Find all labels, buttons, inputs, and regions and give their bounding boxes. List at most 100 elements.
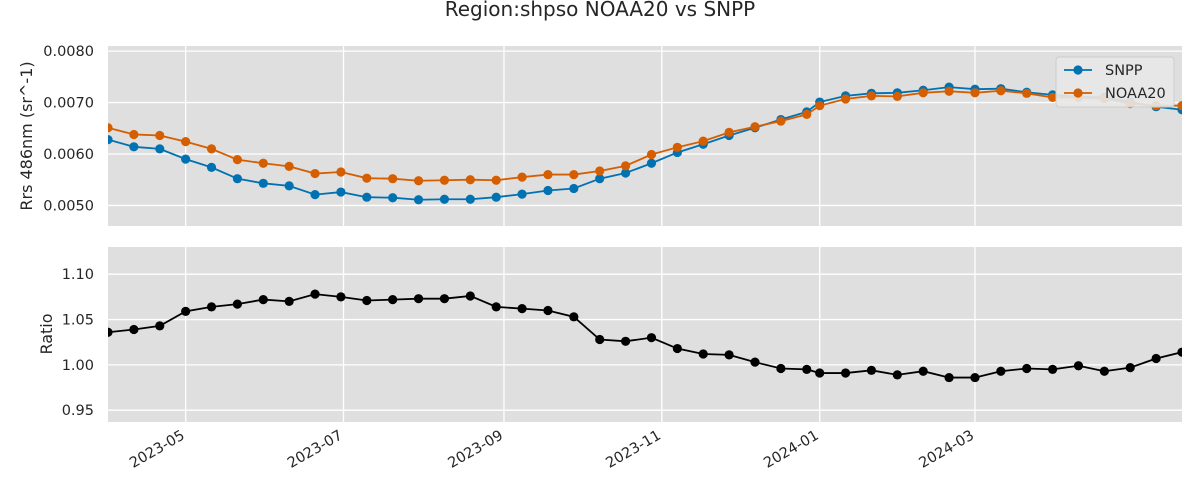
ratio-series-point (336, 292, 346, 302)
noaa20-series-point (776, 116, 786, 126)
ratio-series-point (0, 325, 5, 334)
snpp-series-point (0, 132, 5, 141)
ratio-series-point (595, 334, 605, 345)
noaa20-series-point (1022, 88, 1032, 98)
legend-swatch-marker (1073, 65, 1083, 75)
ratio-series-point (892, 370, 902, 380)
snpp-series-point (0, 142, 5, 151)
noaa20-series-point (1177, 101, 1182, 111)
ratio-series-point (465, 291, 475, 301)
ratio-y-tick-label: 0.95 (62, 403, 94, 419)
snpp-series-point (108, 135, 113, 145)
snpp-series-point (646, 158, 657, 168)
rrs-panel: 0.0050 0.0060 0.0070 0.0080 Rrs 486nm (sr^-1… (0, 44, 1182, 226)
noaa20-series-point (413, 176, 424, 186)
ratio-series-point (413, 294, 424, 304)
x-axis: 2023-05 2023-07 2023-09 2023-11 2024-01 2024-… (127, 428, 977, 472)
ratio-series-point (181, 306, 191, 316)
legend-swatch-marker (1073, 88, 1083, 98)
snpp-series-point (0, 147, 5, 156)
snpp-series-point (569, 183, 579, 194)
snpp-series-point (129, 142, 139, 152)
snpp-series-point (491, 192, 501, 202)
noaa20-series-point (1048, 92, 1058, 103)
ratio-series-point (1099, 366, 1109, 376)
ratio-series-point (206, 302, 217, 312)
ratio-series-point (388, 294, 398, 305)
noaa20-series-point (362, 173, 372, 183)
ratio-series-point (996, 366, 1006, 376)
ratio-series-point (258, 294, 268, 305)
ratio-series-point (569, 312, 579, 322)
noaa20-series-point (465, 175, 475, 185)
noaa20-series-point (336, 167, 346, 177)
noaa20-series-point (698, 136, 708, 146)
ratio-series-point (866, 365, 877, 375)
ratio-series-point (310, 289, 320, 299)
ratio-series-point (155, 321, 165, 331)
snpp-series-point (206, 162, 217, 172)
x-tick-label: 2024-03 (916, 428, 976, 472)
noaa20-series-point (970, 88, 980, 98)
ratio-series-point (646, 333, 657, 343)
noaa20-series-point (439, 175, 450, 185)
x-tick-label: 2023-11 (603, 428, 663, 472)
snpp-series-point (310, 190, 320, 200)
ratio-series-point (620, 336, 631, 346)
noaa20-series-point (258, 158, 268, 168)
noaa20-series-point (840, 94, 851, 104)
ratio-series-point (944, 372, 954, 383)
ratio-series-point (1022, 363, 1032, 374)
ratio-series-point (750, 357, 760, 367)
noaa20-series-point (918, 88, 928, 98)
noaa20-series-point (996, 86, 1006, 96)
rrs-legend: SNPP NOAA20 (1055, 56, 1175, 108)
snpp-series-point (284, 181, 294, 191)
noaa20-series-point (0, 111, 5, 120)
snpp-series-point (258, 178, 268, 188)
noaa20-series-point (750, 122, 760, 132)
noaa20-series-point (0, 113, 5, 122)
ratio-series-point (776, 363, 786, 374)
ratio-series-point (543, 305, 553, 316)
noaa20-series-point (646, 149, 657, 160)
noaa20-series-point (0, 119, 5, 128)
snpp-series-point (413, 195, 424, 205)
snpp-series-point (336, 187, 346, 197)
noaa20-series-point (232, 155, 242, 165)
ratio-series-point (1048, 364, 1058, 375)
snpp-series-point (517, 189, 527, 199)
chart-title: Region:shpso NOAA20 vs SNPP (445, 0, 755, 21)
legend-label-noaa20: NOAA20 (1105, 86, 1166, 102)
ratio-series-point (672, 343, 682, 354)
snpp-series-point (439, 194, 450, 204)
noaa20-series-point (672, 142, 682, 152)
ratio-series-point (970, 372, 980, 383)
ratio-series-point (815, 368, 825, 378)
snpp-series-point (388, 193, 398, 203)
ratio-series-point (232, 299, 242, 309)
ratio-series-point (1151, 353, 1161, 364)
ratio-series-point (1125, 362, 1135, 373)
snpp-series-point (0, 118, 5, 127)
x-tick-label: 2024-01 (761, 428, 821, 472)
noaa20-series-point (620, 161, 631, 171)
x-tick-label: 2023-09 (445, 428, 505, 472)
noaa20-series-point (802, 109, 812, 119)
snpp-series-point (465, 194, 475, 204)
ratio-series-point (0, 309, 5, 318)
noaa20-series-point (129, 129, 139, 140)
ratio-plot-background (108, 247, 1182, 422)
noaa20-series-point (155, 130, 165, 141)
noaa20-series-point (569, 169, 579, 180)
noaa20-series-point (595, 166, 605, 176)
noaa20-series-point (892, 91, 902, 101)
x-tick-label: 2023-05 (127, 428, 187, 472)
ratio-y-tick-label: 1.00 (62, 358, 94, 374)
ratio-y-tick-label: 1.05 (62, 313, 94, 329)
noaa20-series-point (108, 123, 113, 133)
ratio-series-point (1073, 361, 1084, 371)
noaa20-series-point (944, 86, 954, 96)
noaa20-series-point (543, 169, 553, 180)
